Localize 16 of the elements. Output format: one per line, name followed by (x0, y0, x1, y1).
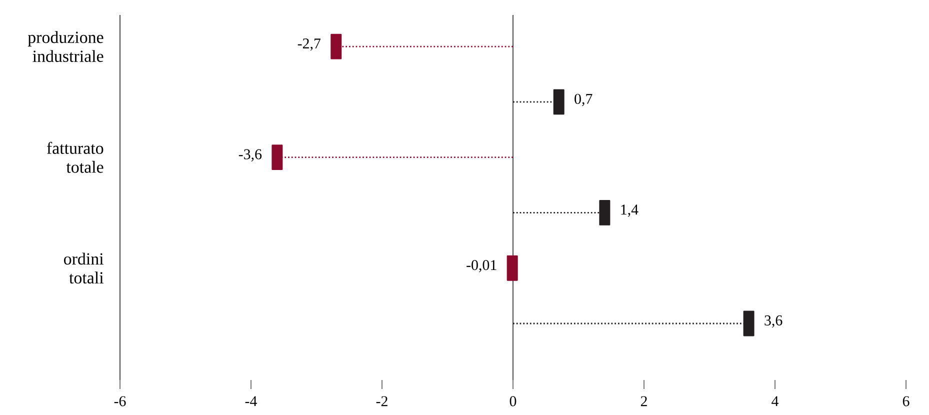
x-tick-label: 6 (902, 396, 910, 406)
x-tick-label: -4 (245, 396, 257, 406)
x-tick-label: -6 (114, 396, 126, 406)
x-tick-label: -2 (376, 396, 388, 406)
y-tick-label: fatturato totale (46, 142, 104, 173)
data-label: 0,7 (574, 94, 592, 106)
data-label: -3,6 (238, 149, 262, 162)
data-label: 1,4 (621, 204, 638, 217)
x-tick-label: 4 (772, 396, 779, 406)
x-tick-label: 2 (640, 396, 647, 406)
y-tick-label: ordini totali (64, 252, 104, 284)
x-tick-label: 0 (510, 396, 516, 406)
data-label: 3,6 (764, 315, 782, 328)
y-tick-label: produzione industriale (28, 31, 104, 62)
data-label: -0,01 (466, 260, 496, 272)
data-label: -2,7 (298, 38, 321, 51)
